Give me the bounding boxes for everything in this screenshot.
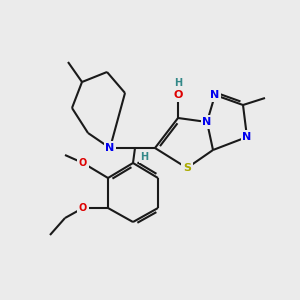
Text: N: N (242, 132, 252, 142)
Text: H: H (174, 78, 182, 88)
Text: H: H (140, 152, 148, 162)
Text: N: N (105, 143, 115, 153)
Text: O: O (79, 203, 87, 213)
Text: N: N (210, 90, 220, 100)
Text: O: O (173, 90, 183, 100)
Text: S: S (183, 163, 191, 173)
Text: O: O (79, 158, 87, 168)
Text: N: N (202, 117, 211, 127)
